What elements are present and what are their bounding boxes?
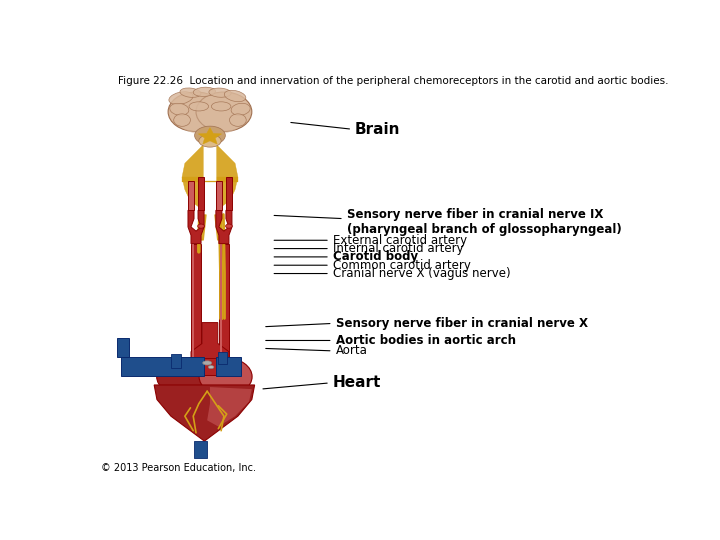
Polygon shape (117, 338, 129, 357)
Text: External carotid artery: External carotid artery (333, 234, 467, 247)
Ellipse shape (157, 358, 210, 395)
Polygon shape (215, 357, 240, 376)
Text: Figure 22.26  Location and innervation of the peripheral chemoreceptors in the c: Figure 22.26 Location and innervation of… (118, 77, 668, 86)
Polygon shape (202, 358, 217, 375)
Ellipse shape (203, 361, 212, 365)
Ellipse shape (198, 224, 204, 228)
Polygon shape (207, 387, 252, 427)
Polygon shape (182, 177, 238, 182)
Ellipse shape (225, 90, 246, 102)
Text: Cranial nerve X (vagus nerve): Cranial nerve X (vagus nerve) (333, 267, 510, 280)
Polygon shape (171, 354, 181, 368)
Bar (192, 244, 194, 360)
Polygon shape (216, 181, 222, 210)
Ellipse shape (209, 88, 231, 97)
Polygon shape (198, 127, 222, 144)
Polygon shape (226, 177, 232, 210)
Polygon shape (191, 244, 201, 360)
Ellipse shape (174, 114, 191, 126)
Ellipse shape (169, 92, 193, 104)
Bar (220, 244, 222, 360)
Ellipse shape (199, 358, 252, 395)
Ellipse shape (189, 102, 209, 111)
Text: Sensory nerve fiber in cranial nerve IX
(pharyngeal branch of glossopharyngeal): Sensory nerve fiber in cranial nerve IX … (347, 208, 621, 236)
Ellipse shape (174, 94, 246, 136)
Ellipse shape (208, 366, 214, 368)
Polygon shape (219, 244, 229, 360)
Polygon shape (188, 210, 204, 244)
Polygon shape (198, 177, 204, 210)
Text: Carotid body: Carotid body (333, 251, 418, 264)
Text: Aortic bodies in aortic arch: Aortic bodies in aortic arch (336, 334, 516, 347)
Ellipse shape (168, 92, 224, 132)
Polygon shape (188, 181, 194, 210)
Text: Sensory nerve fiber in cranial nerve X: Sensory nerve fiber in cranial nerve X (336, 317, 588, 330)
Polygon shape (191, 322, 229, 360)
Ellipse shape (231, 103, 251, 116)
Text: Heart: Heart (333, 375, 381, 390)
Text: Aorta: Aorta (336, 345, 367, 357)
Polygon shape (121, 357, 204, 376)
Text: Brain: Brain (355, 122, 400, 137)
Ellipse shape (170, 103, 189, 116)
Polygon shape (194, 441, 207, 458)
Polygon shape (154, 385, 255, 441)
Ellipse shape (196, 92, 252, 132)
Ellipse shape (180, 88, 201, 97)
Ellipse shape (193, 87, 215, 97)
Ellipse shape (199, 134, 221, 147)
Text: © 2013 Pearson Education, Inc.: © 2013 Pearson Education, Inc. (101, 463, 256, 473)
Polygon shape (215, 143, 238, 210)
Polygon shape (216, 210, 232, 244)
Ellipse shape (212, 102, 231, 111)
Polygon shape (182, 143, 205, 210)
Polygon shape (218, 352, 227, 364)
Text: Internal carotid artery: Internal carotid artery (333, 242, 464, 255)
Ellipse shape (194, 126, 225, 145)
Ellipse shape (225, 224, 233, 228)
Text: Common carotid artery: Common carotid artery (333, 259, 471, 272)
Ellipse shape (230, 114, 246, 126)
